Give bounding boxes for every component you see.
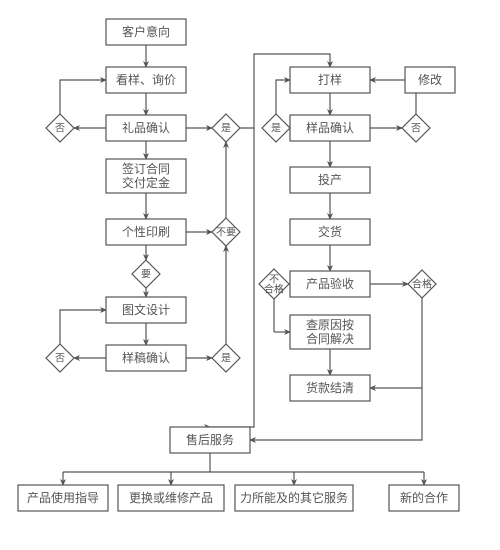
d_sample_no: 否 [402, 114, 430, 142]
node-label: 产品使用指导 [27, 490, 99, 505]
n_print: 个性印刷 [106, 219, 186, 245]
n_other: 力所能及的其它服务 [235, 485, 353, 511]
n_contract: 签订合同交付定金 [106, 159, 186, 193]
node-label: 交货 [318, 224, 342, 239]
d_sample_yes: 是 [262, 114, 290, 142]
svg-text:是: 是 [271, 122, 281, 134]
svg-text:合格: 合格 [412, 277, 432, 290]
node-label: 售后服务 [186, 432, 234, 447]
n_modify: 修改 [405, 67, 455, 93]
svg-text:是: 是 [221, 122, 231, 134]
node-label: 投产 [318, 172, 342, 187]
n_replace: 更换或维修产品 [118, 485, 224, 511]
n_resolve: 查原因按合同解决 [290, 315, 370, 349]
svg-text:签订合同: 签订合同 [122, 161, 170, 176]
n_customer: 客户意向 [106, 19, 186, 45]
svg-text:查原因按: 查原因按 [306, 318, 354, 332]
d_gift_yes: 是 [212, 114, 240, 142]
flowchart-canvas: 客户意向看样、询价礼品确认签订合同交付定金个性印刷图文设计样稿确认 打样 修改样品确… [0, 0, 500, 550]
n_draft: 样稿确认 [106, 345, 186, 371]
node-label: 修改 [418, 72, 442, 87]
node-label: 样稿确认 [122, 350, 170, 365]
svg-text:否: 否 [411, 122, 421, 134]
n_accept: 产品验收 [290, 271, 370, 297]
node-label: 新的合作 [400, 490, 448, 505]
node-label: 产品验收 [306, 276, 354, 291]
node-label: 货款结清 [306, 380, 354, 395]
n_viewquote: 看样、询价 [106, 67, 186, 93]
node-label: 样品确认 [306, 120, 354, 135]
n_produce: 投产 [290, 167, 370, 193]
d_accept_yes: 合格 [408, 270, 436, 298]
n_guide: 产品使用指导 [18, 485, 108, 511]
n_deliver: 交货 [290, 219, 370, 245]
edge [370, 298, 422, 388]
edge [60, 310, 106, 344]
d_print_no: 不要 [212, 218, 240, 246]
n_newcoop: 新的合作 [389, 485, 459, 511]
node-label: 打样 [318, 72, 342, 87]
n_design: 图文设计 [106, 297, 186, 323]
node-label: 个性印刷 [122, 225, 170, 239]
node-label: 图文设计 [122, 302, 170, 317]
n_aftersales: 售后服务 [170, 427, 250, 453]
n_sampleconf: 样品确认 [290, 115, 370, 141]
d_accept_no: 不合格 [259, 269, 289, 299]
d_draft_no: 否 [46, 344, 74, 372]
d_draft_yes: 是 [212, 344, 240, 372]
d_print_yes: 要 [132, 260, 160, 288]
svg-text:否: 否 [55, 352, 65, 364]
svg-text:是: 是 [221, 352, 231, 364]
svg-text:交付定金: 交付定金 [122, 175, 170, 190]
n_settle: 货款结清 [290, 375, 370, 401]
node-label: 看样、询价 [116, 72, 176, 87]
node-label: 客户意向 [122, 24, 170, 39]
n_giftconfirm: 礼品确认 [106, 115, 186, 141]
edge [60, 80, 106, 114]
svg-text:合同解决: 合同解决 [306, 331, 354, 346]
svg-text:否: 否 [55, 122, 65, 134]
svg-text:要: 要 [141, 268, 151, 280]
edge [210, 128, 254, 427]
d_left_no: 否 [46, 114, 74, 142]
node-label: 力所能及的其它服务 [240, 490, 348, 505]
node-label: 礼品确认 [122, 120, 170, 135]
n_sample: 打样 [290, 67, 370, 93]
edge [276, 80, 290, 114]
node-label: 更换或维修产品 [129, 490, 213, 505]
svg-text:不要: 不要 [216, 226, 236, 238]
svg-text:合格: 合格 [264, 282, 284, 295]
